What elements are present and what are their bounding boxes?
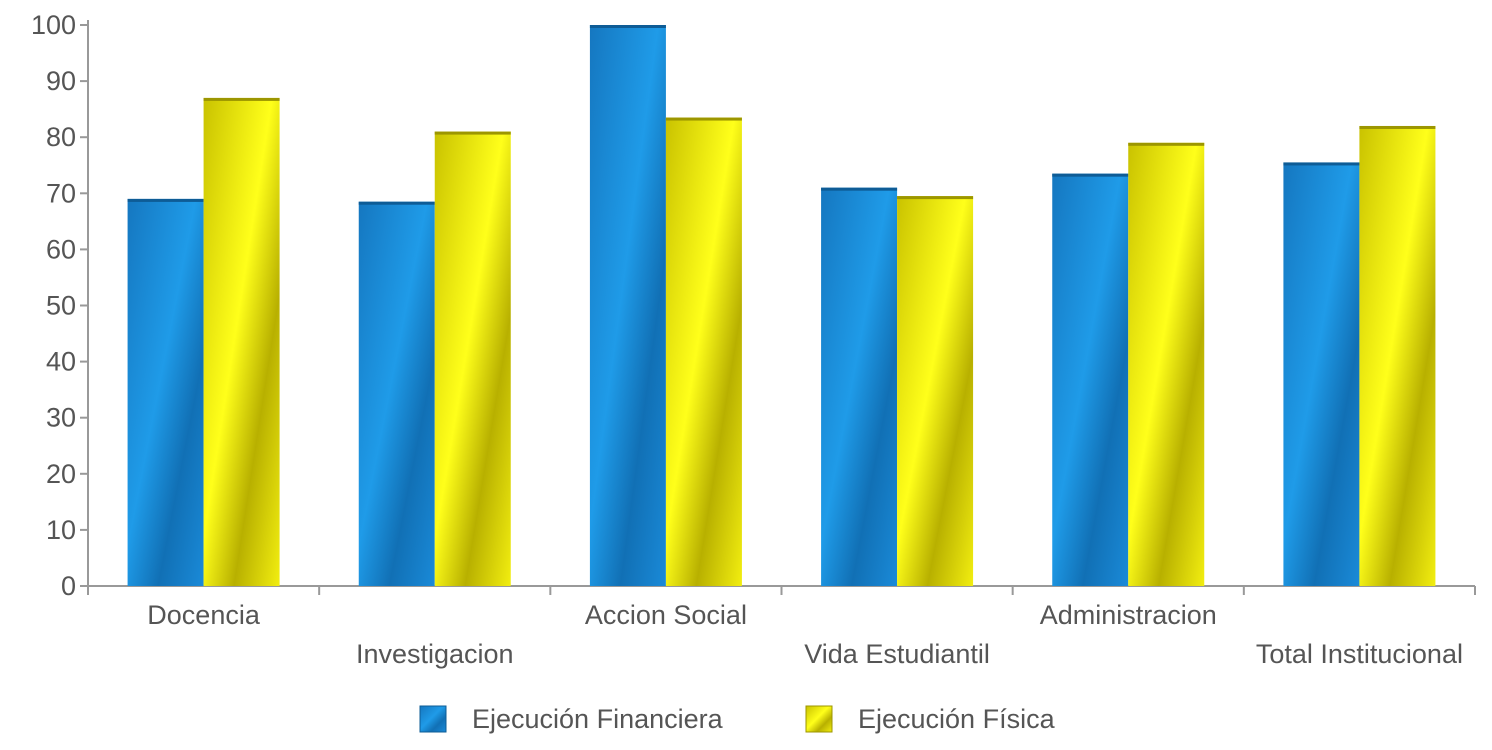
bar-accion-social-ejecucion-financiera	[589, 25, 666, 586]
bar-top-edge	[358, 201, 435, 205]
y-tick-label: 90	[46, 66, 76, 96]
bar-top-edge	[665, 117, 742, 121]
legend: Ejecución Financiera Ejecución Física	[419, 704, 1056, 734]
bar-top-edge	[434, 131, 511, 135]
bar-top-edge	[1128, 142, 1205, 146]
x-category-label: Vida Estudiantil	[804, 639, 990, 669]
bar-administracion-ejecucion-fisica	[1128, 142, 1205, 586]
bar-docencia-ejecucion-financiera	[127, 198, 204, 586]
bar-accion-social-ejecucion-fisica	[665, 117, 742, 586]
x-category-label: Accion Social	[585, 600, 747, 630]
bar-top-edge	[1359, 125, 1436, 129]
y-tick-label: 80	[46, 122, 76, 152]
axes: 0 10 20 30 40 50 60 70 80 90 100 Docencia Investigac…	[31, 10, 1476, 669]
legend-swatch-ejecucion-fisica	[805, 705, 833, 733]
y-tick-label: 20	[46, 459, 76, 489]
x-category-label: Total Institucional	[1256, 639, 1463, 669]
bar-top-edge	[127, 198, 204, 202]
bar-docencia-ejecucion-fisica	[203, 97, 280, 587]
y-tick-label: 0	[61, 571, 76, 601]
legend-label-ejecucion-fisica: Ejecución Física	[858, 704, 1056, 734]
y-tick-label: 10	[46, 515, 76, 545]
bar-administracion-ejecucion-financiera	[1052, 173, 1129, 587]
bar-top-edge	[1052, 173, 1129, 177]
y-tick-label: 60	[46, 234, 76, 264]
bar-total-institucional-ejecucion-fisica	[1359, 125, 1436, 586]
x-category-label: Investigacion	[356, 639, 514, 669]
legend-swatch-ejecucion-financiera	[419, 705, 447, 733]
bar-investigacion-ejecucion-fisica	[434, 131, 511, 586]
bar-top-edge	[203, 97, 280, 101]
bars	[127, 25, 1436, 587]
y-tick-label: 70	[46, 178, 76, 208]
bar-top-edge	[897, 196, 974, 200]
bar-top-edge	[1283, 162, 1360, 166]
bar-vida-estudiantil-ejecucion-fisica	[897, 196, 974, 587]
x-category-label: Administracion	[1040, 600, 1217, 630]
bar-vida-estudiantil-ejecucion-financiera	[821, 187, 898, 586]
bar-top-edge	[821, 187, 898, 191]
legend-label-ejecucion-financiera: Ejecución Financiera	[472, 704, 724, 734]
y-tick-label: 50	[46, 291, 76, 321]
y-tick-label: 100	[31, 10, 76, 40]
x-category-label: Docencia	[147, 600, 261, 630]
y-tick-label: 30	[46, 403, 76, 433]
bar-investigacion-ejecucion-financiera	[358, 201, 435, 586]
y-tick-label: 40	[46, 347, 76, 377]
bar-total-institucional-ejecucion-financiera	[1283, 162, 1360, 586]
bar-top-edge	[589, 25, 666, 28]
